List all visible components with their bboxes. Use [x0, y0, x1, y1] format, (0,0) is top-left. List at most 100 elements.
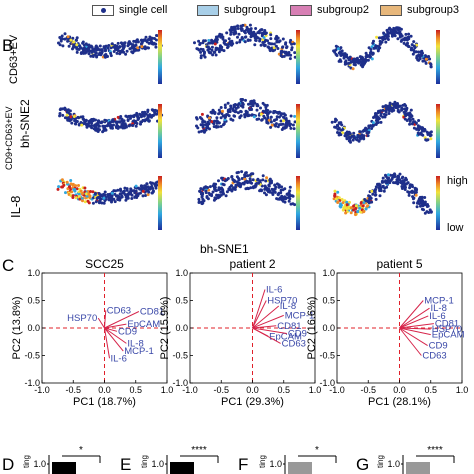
tsne-point [81, 115, 85, 119]
tsne-point [339, 46, 343, 50]
tsne-point [373, 190, 377, 194]
x-tick-label: -1.0 [34, 385, 50, 395]
tsne-point [367, 124, 371, 128]
tsne-point [203, 129, 207, 133]
tsne-point [425, 210, 429, 214]
tsne-point [403, 186, 407, 190]
tsne-point [140, 114, 144, 118]
loading-vector [399, 323, 434, 329]
tsne-point [364, 128, 368, 132]
tsne-point [401, 175, 405, 179]
tsne-point [404, 112, 408, 116]
tsne-point [222, 192, 225, 196]
tsne-point [225, 113, 229, 116]
panel-letter: E [120, 455, 131, 474]
tsne-point [226, 101, 230, 105]
x-tick-label: 0.0 [393, 385, 406, 395]
vector-label: IL-8 [127, 338, 143, 349]
tsne-point [393, 181, 397, 185]
y-tick-label: -0.5 [172, 351, 188, 361]
tsne-point [285, 45, 289, 49]
tsne-point [385, 36, 389, 40]
tsne-point [399, 33, 403, 36]
tsne-point [393, 172, 396, 176]
tsne-point [429, 62, 432, 66]
y-tick-label: -0.5 [319, 351, 335, 361]
tsne-point [396, 178, 399, 181]
tsne-point [60, 34, 64, 38]
legend-item: subgroup2 [290, 4, 369, 16]
tsne-point [400, 182, 404, 186]
tsne-point [241, 23, 245, 27]
tsne-point [419, 204, 422, 208]
tsne-point [130, 197, 134, 200]
tsne-point [282, 119, 285, 123]
tsne-point [275, 115, 279, 119]
tsne-point [150, 115, 153, 119]
tsne-point [138, 187, 142, 191]
tsne-point [395, 104, 399, 108]
tsne-point [144, 186, 148, 190]
tsne-point [351, 138, 355, 142]
vector-label: CD9 [429, 341, 448, 352]
tsne-point [265, 103, 269, 107]
tsne-point [275, 197, 279, 201]
tsne-point [79, 189, 83, 193]
tsne-point [383, 37, 387, 41]
tsne-point [260, 184, 264, 188]
tsne-point [404, 182, 408, 186]
tsne-point [236, 182, 240, 185]
legend-label: subgroup2 [317, 4, 369, 16]
tsne-point [264, 111, 268, 114]
tsne-point [125, 193, 129, 196]
tsne-point [413, 188, 417, 192]
tsne-point [382, 31, 386, 35]
tsne-point [199, 187, 203, 191]
tsne-point [214, 53, 218, 57]
tsne-point [336, 190, 340, 194]
tsne-point [330, 120, 334, 124]
tsne-point [217, 112, 221, 116]
tsne-point [72, 115, 76, 118]
vector-label: EpCAM [269, 331, 302, 342]
legend-swatch [197, 4, 219, 16]
tsne-point [223, 42, 227, 46]
tsne-point [196, 47, 200, 51]
tsne-point [120, 194, 124, 198]
biplot-3: patient 5-1.0 -0.5 0.0 0.5 1.0-1.0-0.50.00.5… [306, 257, 468, 408]
y-axis-label-fragment: ting [22, 455, 31, 468]
tsne-point [207, 39, 211, 42]
tsne-point [87, 192, 91, 196]
tsne-point [136, 48, 140, 52]
tsne-point [233, 27, 237, 31]
tsne-point [103, 124, 107, 128]
loading-vector [399, 315, 429, 329]
tsne-point [87, 52, 91, 56]
tsne-point [77, 123, 81, 127]
tsne-point [213, 39, 217, 43]
tsne-point [226, 45, 230, 48]
tsne-point [91, 55, 95, 58]
tsne-point [429, 65, 433, 69]
tsne-point [153, 111, 157, 115]
tsne-point [370, 189, 374, 193]
tsne-point [354, 213, 357, 217]
x-tick-label: 0.5 [424, 385, 437, 395]
tsne-point [413, 50, 417, 54]
tsne-point [366, 199, 370, 203]
tsne-point [96, 123, 100, 127]
tsne-point [368, 51, 372, 55]
tsne-point [341, 131, 345, 135]
tsne-point [280, 128, 284, 131]
tsne-point [234, 183, 238, 187]
tsne-point [253, 101, 257, 105]
tsne-point [106, 55, 109, 58]
tsne-point [240, 170, 244, 174]
y-tick-label: 1.0 [322, 268, 335, 278]
y-tick-label: 1.0 [175, 268, 188, 278]
tsne-point [333, 192, 337, 196]
tsne-point [366, 55, 370, 58]
tsne-point [134, 189, 138, 193]
tsne-point [197, 39, 201, 43]
